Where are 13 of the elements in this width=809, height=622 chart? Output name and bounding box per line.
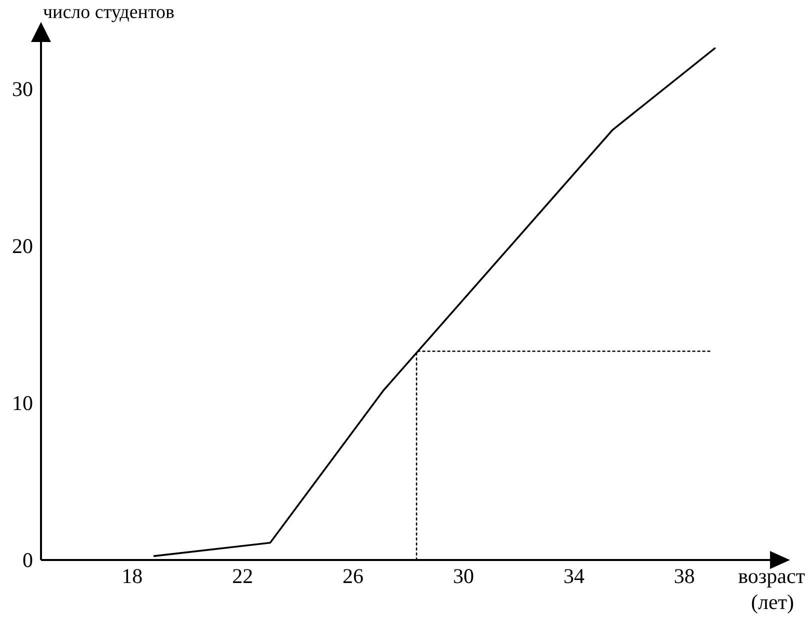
x-tick-label: 38 xyxy=(674,564,695,588)
x-tick-label: 30 xyxy=(452,564,474,588)
x-tick-label: 18 xyxy=(122,564,143,588)
x-tick-label: 22 xyxy=(232,564,254,588)
y-tick-label: 20 xyxy=(12,234,33,258)
y-tick-label: 0 xyxy=(22,548,33,572)
line-series xyxy=(153,47,716,557)
y-axis-title: число студентов xyxy=(43,2,174,23)
x-tick-label: 34 xyxy=(563,564,585,588)
y-tick-label: 10 xyxy=(12,391,33,416)
y-tick-label: 30 xyxy=(12,77,33,102)
x-tick-label: 26 xyxy=(342,564,364,588)
x-axis-title: возраст (лет) xyxy=(738,564,805,614)
